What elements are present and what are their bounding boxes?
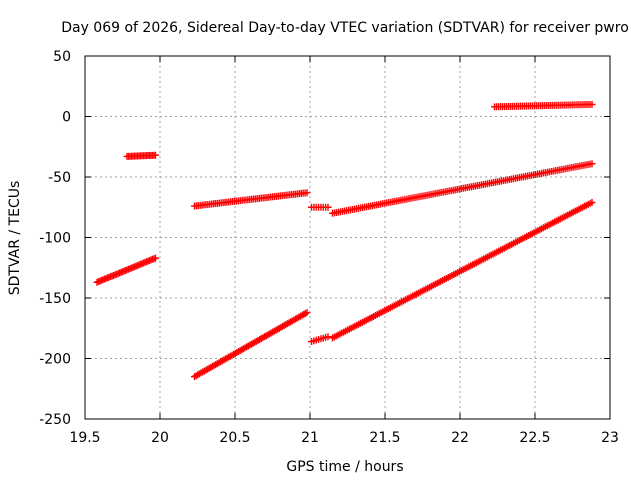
segment-5: [308, 203, 332, 211]
y-tick-labels: -250 -200 -150 -100 -50 0 50: [39, 49, 71, 428]
x-tick-label: 21: [301, 430, 319, 446]
x-tick-labels: 19.5 20 20.5 21 21.5 22 22.5 23: [69, 430, 619, 446]
y-tick-label: -200: [39, 352, 71, 368]
data-point: [303, 309, 311, 317]
x-tick-label: 20.5: [219, 430, 250, 446]
x-tick-label: 21.5: [369, 430, 400, 446]
data-points: [93, 100, 596, 381]
segment-3: [191, 189, 311, 210]
data-point: [324, 203, 332, 211]
y-tick-label: -250: [39, 412, 71, 428]
data-point: [301, 309, 309, 317]
x-tick-label: 22: [451, 430, 469, 446]
segment-9: [491, 100, 596, 111]
segment-2: [123, 151, 159, 160]
grid: [85, 56, 610, 419]
x-tick-label: 22.5: [519, 430, 550, 446]
x-tick-label: 20: [151, 430, 169, 446]
x-tick-label: 19.5: [69, 430, 100, 446]
y-tick-label: 50: [53, 49, 71, 65]
chart-title: Day 069 of 2026, Sidereal Day-to-day VTE…: [61, 20, 629, 36]
x-axis-label: GPS time / hours: [286, 459, 403, 475]
data-point: [588, 160, 596, 168]
segment-8: [329, 198, 596, 342]
y-tick-label: -50: [48, 170, 71, 186]
data-point: [152, 151, 159, 159]
data-point: [588, 198, 596, 206]
data-point: [588, 100, 596, 108]
data-point: [303, 189, 311, 197]
data-point: [324, 333, 332, 341]
segment-7: [329, 160, 596, 217]
segment-6: [308, 333, 332, 346]
y-axis-label: SDTVAR / TECUs: [7, 181, 23, 296]
y-tick-label: -100: [39, 231, 71, 247]
segment-4: [191, 309, 311, 381]
x-tick-label: 23: [601, 430, 619, 446]
y-tick-label: -150: [39, 291, 71, 307]
y-tick-label: 0: [62, 110, 71, 126]
data-point: [152, 254, 159, 262]
segment-1: [93, 254, 159, 286]
axis-ticks: [84, 55, 611, 420]
